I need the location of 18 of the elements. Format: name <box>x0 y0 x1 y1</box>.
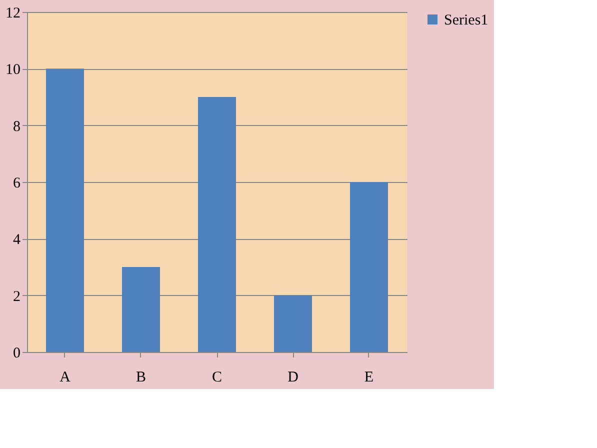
x-tick-label: D <box>288 370 299 386</box>
y-tick-label: 2 <box>13 288 20 305</box>
legend-label: Series1 <box>444 12 488 28</box>
y-tick-label: 8 <box>13 118 20 135</box>
y-tick-label: 10 <box>6 62 20 78</box>
y-tick-label: 4 <box>13 232 21 248</box>
x-tick-label: B <box>136 370 146 386</box>
x-tick-label: C <box>212 370 222 386</box>
bar <box>46 68 84 352</box>
x-tick-label: A <box>60 370 71 386</box>
y-tick-label: 0 <box>13 346 20 362</box>
bar <box>274 295 312 352</box>
y-tick-label: 12 <box>6 6 20 22</box>
bar <box>350 182 388 352</box>
bar <box>198 97 236 352</box>
bar <box>122 267 160 352</box>
y-tick-label: 6 <box>13 176 21 192</box>
x-tick-label: E <box>364 370 374 386</box>
